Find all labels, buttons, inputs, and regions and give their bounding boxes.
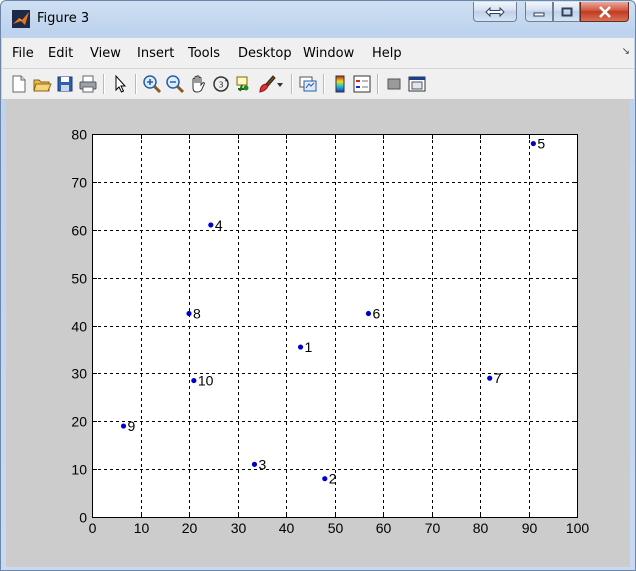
menu-insert[interactable]: Insert xyxy=(137,46,174,61)
menu-file[interactable]: File xyxy=(12,46,34,61)
y-tick-label: 80 xyxy=(71,127,87,143)
dock-arrow-icon[interactable]: ↘ xyxy=(622,46,630,57)
menu-edit[interactable]: Edit xyxy=(48,46,73,61)
zoom-in-icon[interactable] xyxy=(142,74,162,94)
maximize-icon xyxy=(561,7,573,17)
y-tick-label: 30 xyxy=(71,366,87,382)
data-point-marker xyxy=(186,311,191,316)
x-tick-label: 80 xyxy=(473,520,489,536)
y-tick-label: 40 xyxy=(71,319,87,335)
window-title: Figure 3 xyxy=(37,11,89,26)
show-plot-tools-icon[interactable] xyxy=(407,74,427,94)
y-tick-label: 50 xyxy=(71,271,87,287)
brush-icon[interactable] xyxy=(257,74,277,94)
data-point-marker xyxy=(191,378,196,383)
legend-icon[interactable] xyxy=(352,74,372,94)
data-point-marker xyxy=(366,311,371,316)
data-cursor-icon[interactable] xyxy=(234,74,254,94)
swap-arrows-icon xyxy=(485,6,505,18)
menu-help[interactable]: Help xyxy=(372,46,402,61)
data-point-label: 1 xyxy=(305,339,313,355)
menu-window[interactable]: Window xyxy=(303,46,354,61)
data-point-label: 8 xyxy=(193,306,201,322)
close-icon xyxy=(598,6,612,18)
new-figure-icon[interactable] xyxy=(9,74,29,94)
data-point-marker xyxy=(487,376,492,381)
data-point-marker xyxy=(208,222,213,227)
menu-view[interactable]: View xyxy=(90,46,121,61)
axes-background xyxy=(92,134,577,517)
title-bar[interactable]: Figure 3 xyxy=(1,1,635,37)
toolbar: 3 xyxy=(2,69,634,100)
data-point-marker xyxy=(298,344,303,349)
y-tick-label: 70 xyxy=(71,175,87,191)
x-tick-label: 70 xyxy=(425,520,441,536)
close-button[interactable] xyxy=(580,2,629,22)
minimize-icon xyxy=(533,7,545,17)
x-tick-label: 0 xyxy=(89,520,97,536)
data-point-label: 3 xyxy=(258,456,266,472)
menu-desktop[interactable]: Desktop xyxy=(238,46,292,61)
x-tick-label: 10 xyxy=(134,520,150,536)
menu-tools[interactable]: Tools xyxy=(188,46,220,61)
svg-text:3: 3 xyxy=(218,81,223,90)
x-tick-label: 30 xyxy=(231,520,247,536)
x-tick-label: 40 xyxy=(279,520,295,536)
save-icon[interactable] xyxy=(55,74,75,94)
x-tick-label: 100 xyxy=(566,520,590,536)
minimize-button[interactable] xyxy=(525,2,553,22)
zoom-out-icon[interactable] xyxy=(165,74,185,94)
y-tick-label: 0 xyxy=(79,510,87,526)
menu-bar: File Edit View Insert Tools Desktop Wind… xyxy=(2,38,634,69)
toolbar-separator xyxy=(135,74,137,94)
figure-canvas: 0 10 20 30 40 50 60 70 80 90 100 0 10 20 30 40 50 60 70 80 1… xyxy=(6,100,630,567)
data-point-label: 2 xyxy=(329,471,337,487)
scatter-plot[interactable]: 0 10 20 30 40 50 60 70 80 90 100 0 10 20 30 40 50 60 70 80 1… xyxy=(6,100,630,567)
data-point-label: 4 xyxy=(215,217,223,233)
data-point-marker xyxy=(531,141,536,146)
hide-plot-tools-icon[interactable] xyxy=(384,74,404,94)
swap-view-button[interactable] xyxy=(473,2,517,22)
data-point-label: 7 xyxy=(494,370,502,386)
y-tick-label: 10 xyxy=(71,462,87,478)
data-point-marker xyxy=(121,423,126,428)
select-arrow-icon[interactable] xyxy=(110,74,130,94)
x-tick-label: 20 xyxy=(182,520,198,536)
y-tick-label: 20 xyxy=(71,414,87,430)
x-tick-label: 50 xyxy=(328,520,344,536)
brush-dropdown-icon[interactable] xyxy=(275,74,285,94)
open-file-icon[interactable] xyxy=(32,74,52,94)
data-point-label: 5 xyxy=(537,136,545,152)
x-tick-label: 60 xyxy=(376,520,392,536)
toolbar-separator xyxy=(291,74,293,94)
link-plot-icon[interactable] xyxy=(298,74,318,94)
matlab-logo-icon xyxy=(12,10,30,28)
rotate-3d-icon[interactable]: 3 xyxy=(211,74,231,94)
data-point-label: 9 xyxy=(128,418,136,434)
data-point-marker xyxy=(322,476,327,481)
data-point-label: 6 xyxy=(372,306,380,322)
x-tick-label: 90 xyxy=(522,520,538,536)
maximize-button[interactable] xyxy=(553,2,580,22)
data-point-label: 10 xyxy=(198,373,214,389)
data-point-marker xyxy=(252,462,257,467)
colorbar-icon[interactable] xyxy=(330,74,350,94)
pan-hand-icon[interactable] xyxy=(188,74,208,94)
print-icon[interactable] xyxy=(78,74,98,94)
toolbar-separator xyxy=(103,74,105,94)
toolbar-separator xyxy=(377,74,379,94)
y-tick-label: 60 xyxy=(71,223,87,239)
toolbar-separator xyxy=(323,74,325,94)
